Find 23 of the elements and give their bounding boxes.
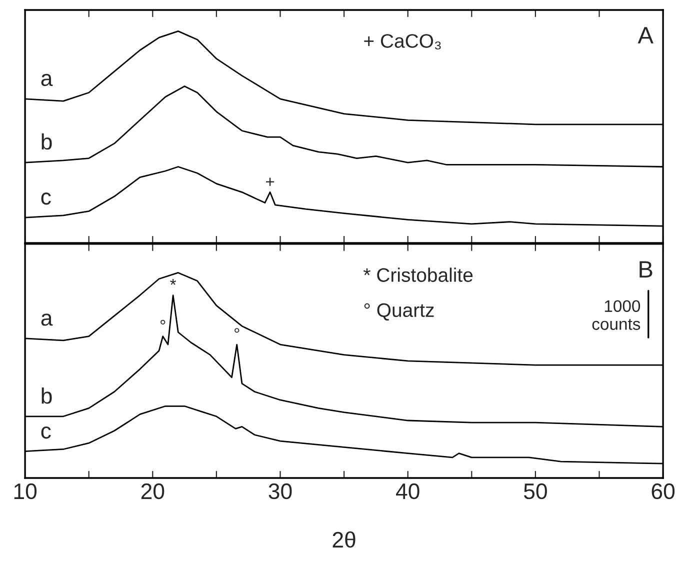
chart-title: B: [640, 261, 652, 278]
annotation: °: [234, 328, 240, 333]
x-tick-label: 60: [652, 483, 675, 500]
x-tick-label: 10: [14, 483, 37, 500]
series-label: a: [41, 314, 53, 326]
annotation: ° Quartz: [364, 303, 434, 321]
x-tick-label: 50: [524, 483, 547, 500]
series-label: b: [42, 387, 52, 404]
chart-title: A: [638, 27, 654, 44]
series-label: c: [41, 426, 51, 439]
x-tick-label: 20: [141, 483, 164, 500]
annotation: + CaCO₃: [364, 34, 441, 50]
x-axis-title: 2θ: [332, 531, 356, 548]
series-label: a: [41, 74, 53, 86]
series-label: c: [41, 192, 51, 205]
annotation: 1000 counts: [592, 300, 640, 330]
series-label: b: [42, 133, 52, 150]
annotation: * Cristobalite: [364, 268, 473, 282]
annotation: °: [160, 320, 166, 324]
x-tick-label: 30: [268, 483, 292, 500]
x-tick-label: 40: [396, 483, 420, 500]
annotation: +: [266, 178, 274, 186]
annotation: *: [170, 278, 176, 285]
